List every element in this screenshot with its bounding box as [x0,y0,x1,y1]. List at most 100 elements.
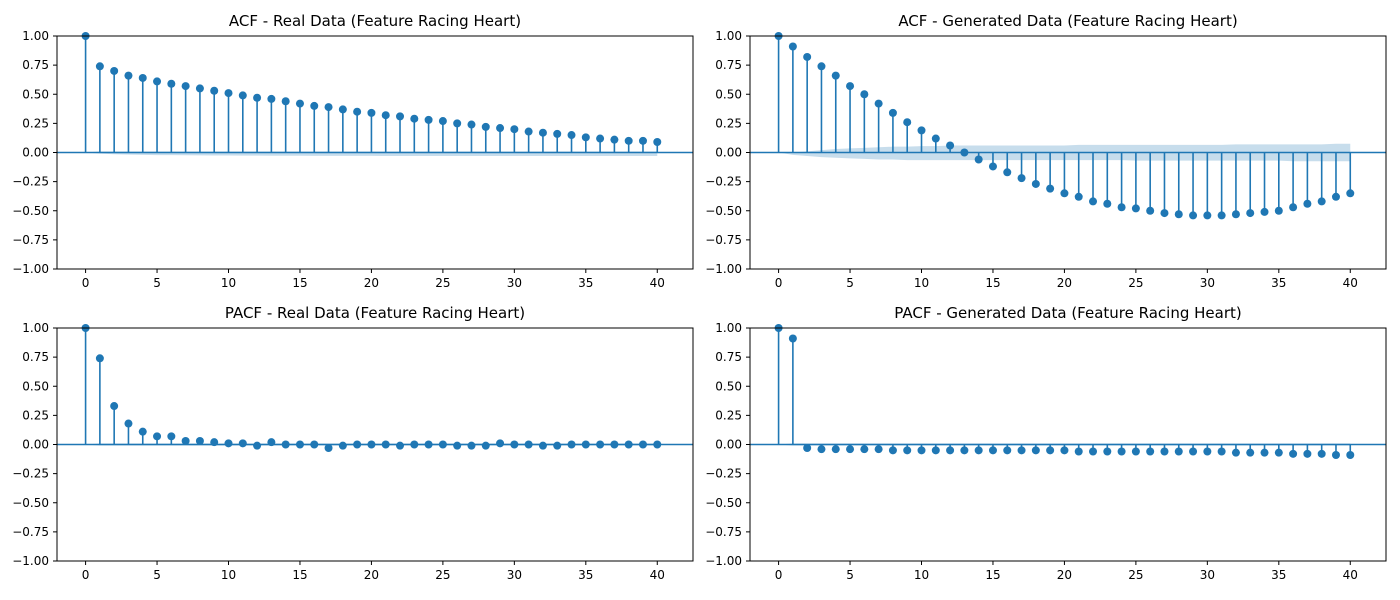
marker-lag-20 [367,108,376,117]
marker-lag-28 [481,122,490,131]
marker-lag-15 [295,440,304,449]
marker-lag-30 [1203,211,1212,220]
x-tick-label: 35 [1271,276,1286,290]
marker-lag-10 [224,89,233,98]
y-tick-label: 0.25 [715,408,742,422]
marker-lag-4 [831,71,840,80]
marker-lag-17 [1017,174,1026,183]
y-tick-label: −1.00 [12,554,49,568]
marker-lag-6 [167,432,176,441]
y-tick-label: −1.00 [12,262,49,276]
marker-lag-2 [803,443,812,452]
y-tick-label: 0.75 [22,350,49,364]
marker-lag-8 [195,437,204,446]
marker-lag-15 [295,99,304,108]
marker-lag-12 [946,446,955,455]
marker-lag-22 [396,112,405,121]
marker-lag-6 [167,79,176,88]
marker-lag-25 [1131,447,1140,456]
marker-lag-35 [581,133,590,142]
marker-lag-16 [310,440,319,449]
marker-lag-24 [1117,203,1126,212]
marker-lag-10 [917,126,926,135]
y-tick-label: −0.25 [705,467,742,481]
marker-lag-9 [903,118,912,127]
marker-lag-6 [860,445,869,454]
x-tick-label: 10 [221,568,236,582]
marker-lag-21 [381,111,390,120]
x-tick-label: 25 [1128,276,1143,290]
marker-lag-16 [1003,446,1012,455]
marker-lag-16 [1003,168,1012,177]
marker-lag-38 [1317,449,1326,458]
marker-lag-30 [510,125,519,134]
pacf-real-panel: PACF - Real Data (Feature Racing Heart) 0… [12,304,694,582]
y-tick-label: 0.25 [22,408,49,422]
marker-lag-27 [1160,447,1169,456]
marker-lag-34 [567,131,576,140]
y-tick-label: 0.25 [22,116,49,130]
marker-lag-38 [624,136,633,145]
x-tick-label: 40 [650,276,665,290]
x-tick-label: 25 [435,568,450,582]
x-tick-label: 10 [221,276,236,290]
marker-lag-40 [653,138,662,147]
marker-lag-29 [1189,447,1198,456]
y-tick-label: 0.00 [715,438,742,452]
acf-generated-panel: ACF - Generated Data (Feature Racing Hea… [705,12,1387,290]
marker-lag-10 [917,446,926,455]
x-tick-label: 5 [153,568,161,582]
marker-lag-17 [324,103,333,112]
y-tick-label: 0.50 [715,379,742,393]
x-tick-label: 20 [1057,276,1072,290]
y-tick-label: −0.25 [12,175,49,189]
x-tick-label: 5 [153,276,161,290]
marker-lag-8 [195,84,204,93]
marker-lag-13 [960,148,969,157]
y-tick-label: −0.25 [705,175,742,189]
marker-lag-27 [467,120,476,129]
x-tick-label: 20 [1057,568,1072,582]
marker-lag-38 [1317,197,1326,206]
y-tick-label: 0.50 [715,87,742,101]
marker-lag-31 [1217,447,1226,456]
marker-lag-3 [817,445,826,454]
marker-lag-32 [538,128,547,137]
pacf-generated-panel: PACF - Generated Data (Feature Racing He… [705,304,1387,582]
marker-lag-32 [1231,448,1240,457]
marker-lag-16 [310,101,319,110]
marker-lag-39 [638,440,647,449]
marker-lag-12 [253,441,262,450]
marker-lag-1 [95,354,104,363]
x-tick-label: 25 [435,276,450,290]
marker-lag-39 [1331,450,1340,459]
marker-lag-20 [1060,446,1069,455]
marker-lag-8 [888,446,897,455]
marker-lag-9 [210,86,219,95]
marker-lag-12 [253,93,262,102]
marker-lag-3 [124,419,133,428]
marker-lag-38 [624,440,633,449]
x-tick-label: 15 [292,568,307,582]
marker-lag-30 [510,440,519,449]
marker-lag-6 [860,90,869,99]
x-tick-label: 0 [82,276,90,290]
y-tick-label: 1.00 [22,321,49,335]
marker-lag-17 [1017,446,1026,455]
marker-lag-14 [281,97,290,106]
marker-lag-11 [931,134,940,143]
marker-lag-32 [538,441,547,450]
y-tick-label: −0.50 [12,204,49,218]
marker-lag-10 [224,439,233,448]
marker-lag-40 [1346,189,1355,198]
marker-lag-13 [267,438,276,447]
y-tick-label: −0.75 [12,525,49,539]
marker-lag-33 [553,129,562,138]
marker-lag-26 [1146,447,1155,456]
marker-lag-22 [1089,447,1098,456]
marker-lag-23 [410,440,419,449]
marker-lag-21 [1074,192,1083,201]
marker-lag-3 [124,71,133,80]
marker-lag-14 [281,440,290,449]
y-tick-label: 0.00 [22,146,49,160]
